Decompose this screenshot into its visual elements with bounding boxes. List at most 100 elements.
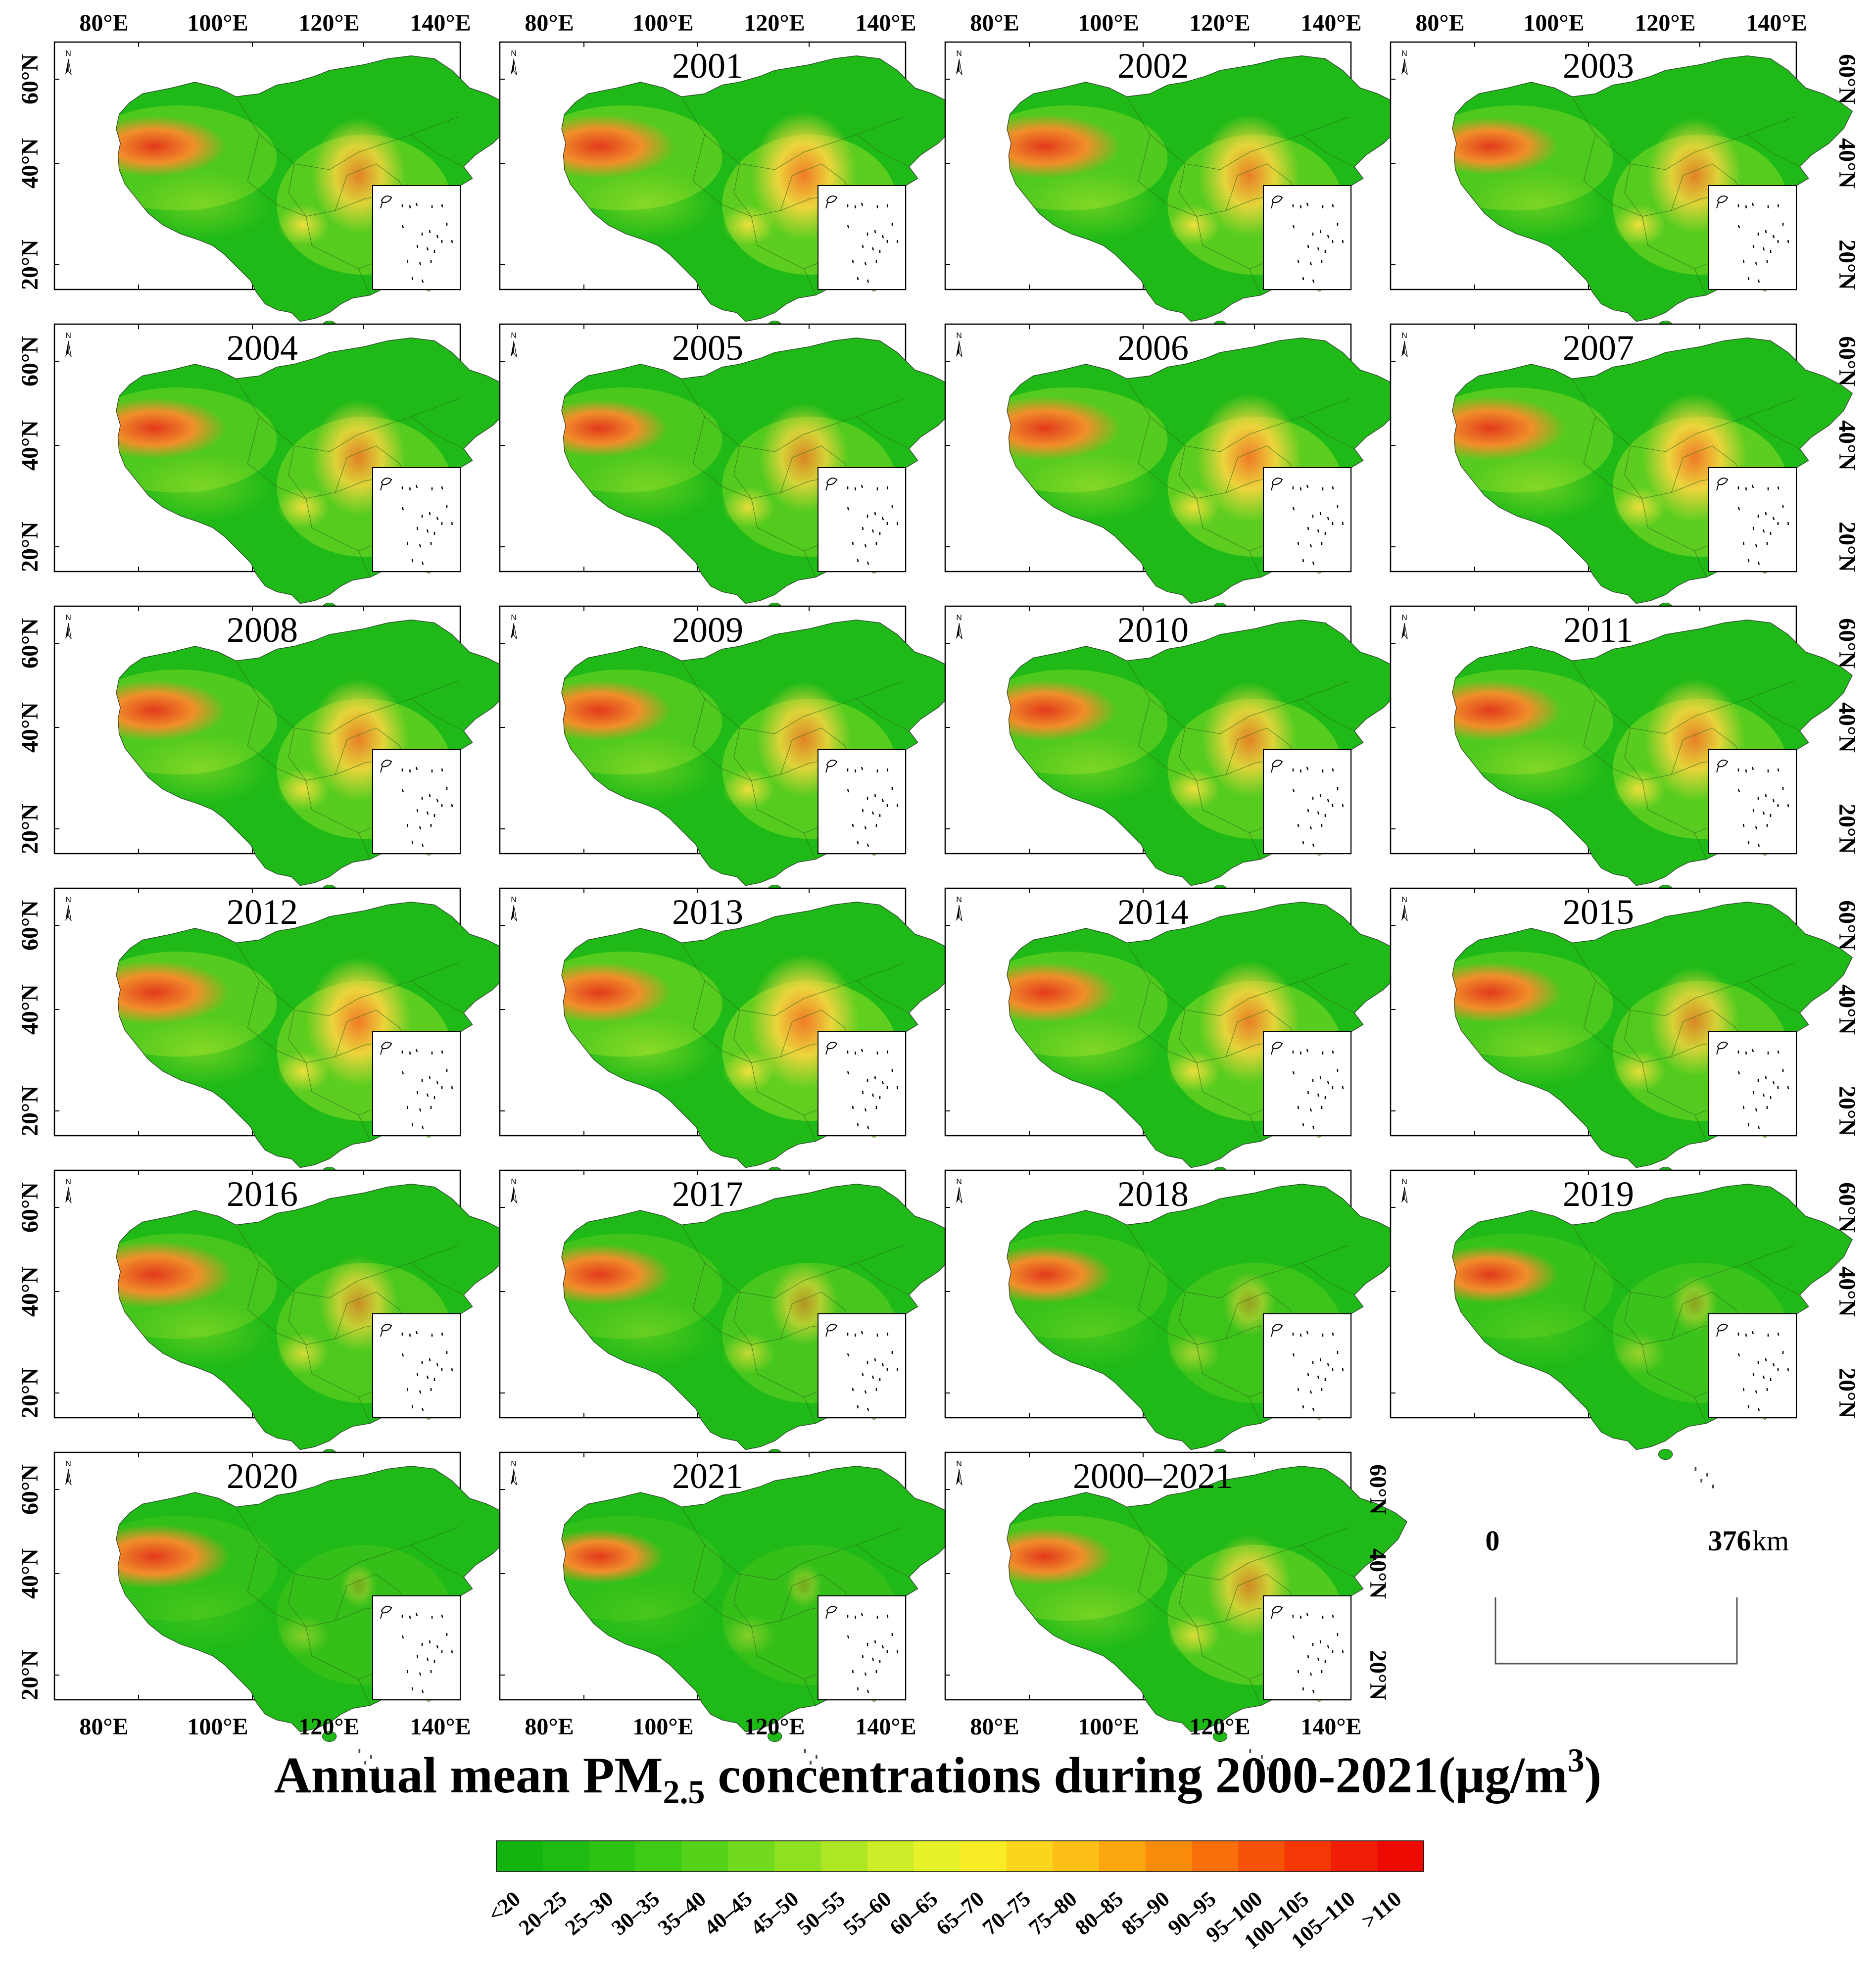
axis-tick-label: 100°E [187, 1714, 248, 1740]
legend-class-label: 85–90 [1117, 1886, 1174, 1940]
north-china-hotspot [1223, 1271, 1276, 1336]
svg-text:N: N [511, 332, 517, 340]
legend-class-label: 60–65 [885, 1886, 943, 1940]
china-map [561, 901, 962, 1206]
scale-bar-line [1494, 1597, 1738, 1665]
taklimakan-hotspot [1007, 396, 1121, 461]
axis-tick-label: 20°N [1834, 522, 1860, 572]
south-china-sea-inset [818, 1595, 906, 1700]
panel-year-label: 2020 [227, 1456, 298, 1496]
legend-class-label: 80–85 [1070, 1886, 1128, 1940]
axis-tick-label: 120°E [744, 1714, 805, 1740]
svg-text:N: N [1401, 896, 1407, 904]
taklimakan-hotspot [561, 114, 676, 179]
outer-axis-labels: 80°E 100°E 120°E 140°E 80°E 100°E 120°E 140°E 80… [17, 10, 1860, 1740]
axis-tick-label: 40°N [17, 1266, 43, 1317]
north-arrow-icon: N [1401, 896, 1408, 921]
south-china-sea-inset [1708, 185, 1797, 290]
taklimakan-hotspot [561, 1529, 664, 1584]
axis-tick-label: 80°E [970, 10, 1019, 36]
axis-tick-label: 80°E [970, 1714, 1019, 1740]
north-arrow-icon: N [1401, 614, 1408, 639]
axis-tick-label: 20°N [17, 1368, 43, 1418]
axis-tick-label: 20°N [17, 522, 43, 572]
axis-tick-label: 120°E [298, 1714, 359, 1740]
china-map [116, 337, 517, 642]
north-arrow-icon: N [956, 1178, 962, 1203]
north-arrow-icon: N [956, 614, 962, 639]
axis-tick-label: 20°N [1834, 240, 1860, 290]
axis-tick-label: 40°N [17, 1548, 43, 1599]
axis-tick-label: 120°E [1189, 1714, 1250, 1740]
axis-tick-label: 80°E [79, 1714, 128, 1740]
svg-text:N: N [1401, 614, 1407, 622]
axis-tick-label: 100°E [1078, 10, 1139, 36]
taklimakan-hotspot [1452, 117, 1559, 176]
map-panels: N N 2001 N 2002 N 2003 N 2004 N 2005 N 2006 N 2007 N 200… [53, 41, 1853, 1771]
south-china-sea-inset [818, 1313, 906, 1418]
legend-frame [496, 1840, 1424, 1872]
axis-tick-label: 120°E [298, 10, 359, 36]
north-arrow-icon: N [65, 896, 72, 921]
panel-year-label: 2013 [672, 892, 743, 932]
legend-class-label: 40–45 [700, 1886, 757, 1940]
china-map [561, 619, 962, 924]
title-close: ) [1585, 1747, 1602, 1804]
axis-tick-label: 120°E [1635, 10, 1695, 36]
map-panel: N 2018 [944, 1169, 1407, 1488]
map-panel: N 2006 [944, 323, 1407, 642]
axis-tick-label: 60°N [1834, 1182, 1860, 1233]
axis-tick-label: 20°N [17, 1086, 43, 1136]
title-main: Annual mean PM [274, 1747, 663, 1804]
taklimakan-hotspot [116, 1524, 231, 1589]
north-arrow-icon: N [511, 332, 517, 357]
legend-class-label: 75–80 [1024, 1886, 1082, 1940]
svg-text:N: N [1401, 332, 1407, 340]
taklimakan-hotspot [1452, 1246, 1559, 1304]
svg-text:N: N [956, 1178, 962, 1186]
axis-tick-label: 80°E [525, 10, 574, 36]
south-china-sea-inset [1263, 749, 1351, 854]
axis-tick-label: 100°E [632, 1714, 693, 1740]
south-china-sea-inset [372, 749, 461, 854]
south-china-sea-inset [818, 185, 906, 290]
china-map [116, 55, 517, 360]
axis-tick-label: 40°N [17, 984, 43, 1035]
legend-class-label: >110 [1357, 1886, 1406, 1933]
panel-year-label: 2011 [1563, 610, 1633, 650]
legend-swatch [589, 1841, 636, 1872]
south-china-sea-inset [818, 1031, 906, 1136]
axis-tick-label: 100°E [1523, 10, 1584, 36]
south-china-sea-inset [818, 467, 906, 572]
panel-year-label: 2019 [1563, 1174, 1634, 1214]
map-panel: N 2015 [1390, 887, 1853, 1206]
map-panel: N 2007 [1390, 323, 1853, 642]
legend-class-label: 25–30 [561, 1886, 618, 1940]
north-arrow-icon: N [1401, 332, 1408, 357]
map-panel: N 2004 [53, 323, 517, 642]
map-panel: N 2000–2021 [944, 1451, 1407, 1771]
axis-tick-label: 40°N [17, 420, 43, 471]
title-superscript: 3 [1568, 1741, 1585, 1779]
axis-tick-label: 20°N [1834, 804, 1860, 854]
map-panel: N 2001 [499, 41, 962, 360]
panel-year-label: 2000–2021 [1073, 1456, 1233, 1496]
north-arrow-icon: N [65, 614, 72, 639]
legend-swatch [1192, 1841, 1239, 1872]
legend-class-label: 20–25 [514, 1886, 572, 1940]
axis-tick-label: 80°E [525, 1714, 574, 1740]
north-arrow-icon: N [956, 896, 962, 921]
map-panel: N 2011 [1390, 605, 1853, 924]
svg-text:N: N [956, 614, 962, 622]
legend-swatch [1145, 1841, 1192, 1872]
legend-swatch [774, 1841, 821, 1872]
svg-text:N: N [65, 49, 71, 58]
panel-year-label: 2007 [1563, 328, 1634, 368]
axis-tick-label: 120°E [1189, 10, 1250, 36]
svg-text:N: N [65, 332, 71, 340]
scale-bar-end-label: 376 [1708, 1525, 1751, 1557]
south-china-sea-inset [1263, 1031, 1351, 1136]
axis-tick-label: 20°N [17, 1650, 43, 1700]
china-map [561, 337, 962, 642]
